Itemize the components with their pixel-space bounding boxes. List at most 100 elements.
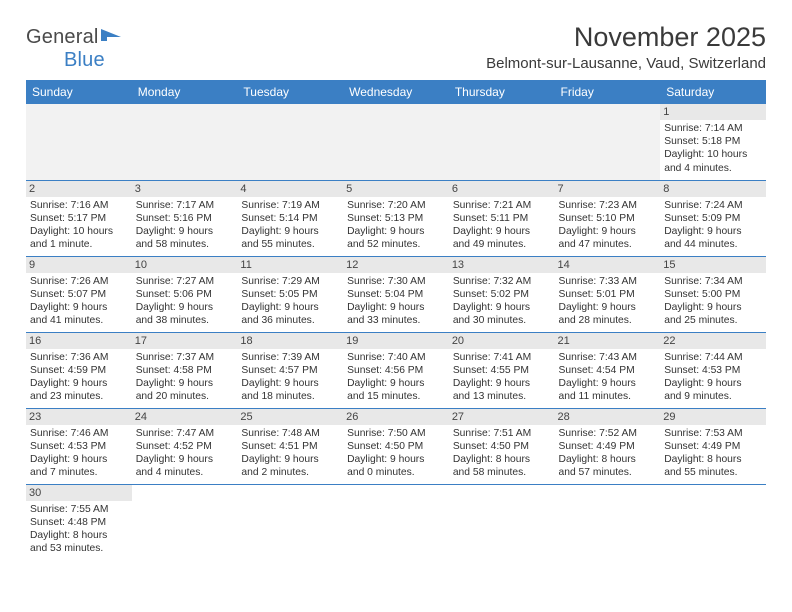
day-number: 27: [449, 409, 555, 425]
calendar-cell: [132, 484, 238, 560]
sunrise: Sunrise: 7:44 AM: [664, 351, 762, 364]
day-number: 5: [343, 181, 449, 197]
daylight: Daylight: 9 hours: [347, 453, 445, 466]
day-number: 10: [132, 257, 238, 273]
daylight: and 52 minutes.: [347, 238, 445, 251]
sunset: Sunset: 4:50 PM: [347, 440, 445, 453]
daylight: and 33 minutes.: [347, 314, 445, 327]
calendar-row: 1Sunrise: 7:14 AMSunset: 5:18 PMDaylight…: [26, 104, 766, 180]
sunset: Sunset: 5:02 PM: [453, 288, 551, 301]
day-number: 24: [132, 409, 238, 425]
calendar-cell: 24Sunrise: 7:47 AMSunset: 4:52 PMDayligh…: [132, 408, 238, 484]
calendar-cell: 11Sunrise: 7:29 AMSunset: 5:05 PMDayligh…: [237, 256, 343, 332]
sunrise: Sunrise: 7:34 AM: [664, 275, 762, 288]
day-number: 14: [555, 257, 661, 273]
weekday-header: Tuesday: [237, 80, 343, 104]
logo-text: GeneralBlue: [26, 26, 123, 72]
daylight: Daylight: 9 hours: [136, 377, 234, 390]
calendar-cell: 2Sunrise: 7:16 AMSunset: 5:17 PMDaylight…: [26, 180, 132, 256]
logo-flag-icon: [101, 26, 123, 48]
daylight: and 1 minute.: [30, 238, 128, 251]
calendar-cell: 30Sunrise: 7:55 AMSunset: 4:48 PMDayligh…: [26, 484, 132, 560]
daylight: and 15 minutes.: [347, 390, 445, 403]
daylight: and 36 minutes.: [241, 314, 339, 327]
daylight: and 4 minutes.: [664, 162, 762, 175]
daylight: Daylight: 9 hours: [664, 301, 762, 314]
calendar-cell: 20Sunrise: 7:41 AMSunset: 4:55 PMDayligh…: [449, 332, 555, 408]
calendar-cell: 18Sunrise: 7:39 AMSunset: 4:57 PMDayligh…: [237, 332, 343, 408]
day-number: 7: [555, 181, 661, 197]
daylight: and 2 minutes.: [241, 466, 339, 479]
daylight: and 25 minutes.: [664, 314, 762, 327]
calendar-row: 9Sunrise: 7:26 AMSunset: 5:07 PMDaylight…: [26, 256, 766, 332]
daylight: Daylight: 8 hours: [664, 453, 762, 466]
calendar-cell: 3Sunrise: 7:17 AMSunset: 5:16 PMDaylight…: [132, 180, 238, 256]
header: GeneralBlue November 2025 Belmont-sur-La…: [26, 22, 766, 72]
sunset: Sunset: 4:59 PM: [30, 364, 128, 377]
daylight: and 58 minutes.: [453, 466, 551, 479]
calendar-cell: [555, 104, 661, 180]
calendar-cell: [660, 484, 766, 560]
daylight: and 9 minutes.: [664, 390, 762, 403]
sunrise: Sunrise: 7:24 AM: [664, 199, 762, 212]
calendar-cell: [343, 484, 449, 560]
daylight: Daylight: 9 hours: [136, 301, 234, 314]
calendar-cell: 4Sunrise: 7:19 AMSunset: 5:14 PMDaylight…: [237, 180, 343, 256]
sunset: Sunset: 4:49 PM: [664, 440, 762, 453]
day-number: 19: [343, 333, 449, 349]
daylight: Daylight: 9 hours: [241, 377, 339, 390]
daylight: Daylight: 9 hours: [30, 453, 128, 466]
logo-text-1: General: [26, 26, 99, 48]
daylight: Daylight: 10 hours: [30, 225, 128, 238]
sunset: Sunset: 4:51 PM: [241, 440, 339, 453]
daylight: and 28 minutes.: [559, 314, 657, 327]
calendar-cell: [132, 104, 238, 180]
sunrise: Sunrise: 7:20 AM: [347, 199, 445, 212]
logo-text-2: Blue: [64, 49, 105, 71]
calendar-cell: 27Sunrise: 7:51 AMSunset: 4:50 PMDayligh…: [449, 408, 555, 484]
sunset: Sunset: 4:48 PM: [30, 516, 128, 529]
day-number: 21: [555, 333, 661, 349]
calendar-row: 30Sunrise: 7:55 AMSunset: 4:48 PMDayligh…: [26, 484, 766, 560]
calendar-cell: 10Sunrise: 7:27 AMSunset: 5:06 PMDayligh…: [132, 256, 238, 332]
calendar-cell: [237, 484, 343, 560]
sunrise: Sunrise: 7:43 AM: [559, 351, 657, 364]
daylight: Daylight: 9 hours: [241, 225, 339, 238]
sunrise: Sunrise: 7:32 AM: [453, 275, 551, 288]
sunset: Sunset: 4:52 PM: [136, 440, 234, 453]
day-number: 30: [26, 485, 132, 501]
sunrise: Sunrise: 7:23 AM: [559, 199, 657, 212]
daylight: and 47 minutes.: [559, 238, 657, 251]
sunrise: Sunrise: 7:36 AM: [30, 351, 128, 364]
day-number: 12: [343, 257, 449, 273]
daylight: Daylight: 9 hours: [453, 377, 551, 390]
sunrise: Sunrise: 7:48 AM: [241, 427, 339, 440]
sunrise: Sunrise: 7:40 AM: [347, 351, 445, 364]
calendar-cell: 22Sunrise: 7:44 AMSunset: 4:53 PMDayligh…: [660, 332, 766, 408]
sunrise: Sunrise: 7:55 AM: [30, 503, 128, 516]
sunrise: Sunrise: 7:47 AM: [136, 427, 234, 440]
weekday-header: Monday: [132, 80, 238, 104]
daylight: and 11 minutes.: [559, 390, 657, 403]
sunrise: Sunrise: 7:39 AM: [241, 351, 339, 364]
calendar-cell: 15Sunrise: 7:34 AMSunset: 5:00 PMDayligh…: [660, 256, 766, 332]
daylight: Daylight: 9 hours: [559, 377, 657, 390]
calendar-cell: [449, 104, 555, 180]
sunset: Sunset: 5:17 PM: [30, 212, 128, 225]
calendar-cell: 14Sunrise: 7:33 AMSunset: 5:01 PMDayligh…: [555, 256, 661, 332]
calendar-cell: 16Sunrise: 7:36 AMSunset: 4:59 PMDayligh…: [26, 332, 132, 408]
daylight: and 0 minutes.: [347, 466, 445, 479]
day-number: 8: [660, 181, 766, 197]
day-number: 9: [26, 257, 132, 273]
day-number: 11: [237, 257, 343, 273]
day-number: 28: [555, 409, 661, 425]
day-number: 3: [132, 181, 238, 197]
calendar-row: 2Sunrise: 7:16 AMSunset: 5:17 PMDaylight…: [26, 180, 766, 256]
sunrise: Sunrise: 7:41 AM: [453, 351, 551, 364]
sunset: Sunset: 4:54 PM: [559, 364, 657, 377]
daylight: and 23 minutes.: [30, 390, 128, 403]
daylight: Daylight: 9 hours: [30, 377, 128, 390]
daylight: Daylight: 9 hours: [241, 453, 339, 466]
sunrise: Sunrise: 7:14 AM: [664, 122, 762, 135]
calendar-cell: [237, 104, 343, 180]
